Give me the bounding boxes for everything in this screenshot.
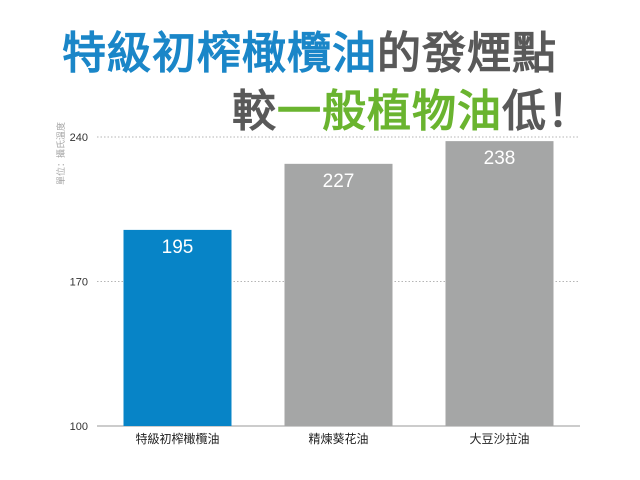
category-label: 特級初榨橄欖油 [135, 431, 219, 446]
y-tick-label: 170 [70, 277, 88, 289]
title-line-2: 較一般植物油低！ [232, 90, 592, 134]
title-line-1: 特級初榨橄欖油的發煙點 [62, 32, 557, 76]
y-axis-ticks: 100 170 240 [70, 132, 88, 433]
title-line-2-segment: 較 [232, 86, 277, 137]
bar [284, 163, 393, 427]
y-tick-label: 240 [70, 132, 88, 144]
bar-value-label: 227 [323, 171, 355, 192]
data-labels: 195 227 238 [162, 148, 516, 258]
bar [123, 229, 232, 426]
bars [123, 141, 554, 427]
title-line-1-segment: 特級初榨橄欖油 [62, 28, 377, 79]
category-label: 大豆沙拉油 [469, 431, 529, 446]
x-axis-categories: 特級初榨橄欖油 精煉葵花油 大豆沙拉油 [135, 431, 529, 446]
category-label: 精煉葵花油 [308, 431, 368, 446]
title-line-1-segment: 的發煙點 [377, 28, 557, 79]
title-line-2-segment: 一般植物油 [277, 86, 502, 137]
title-line-2-segment: 低！ [502, 86, 592, 137]
bar-value-label: 238 [484, 148, 516, 169]
bar [445, 141, 554, 426]
bar-value-label: 195 [162, 237, 194, 258]
y-tick-label: 100 [70, 421, 88, 433]
